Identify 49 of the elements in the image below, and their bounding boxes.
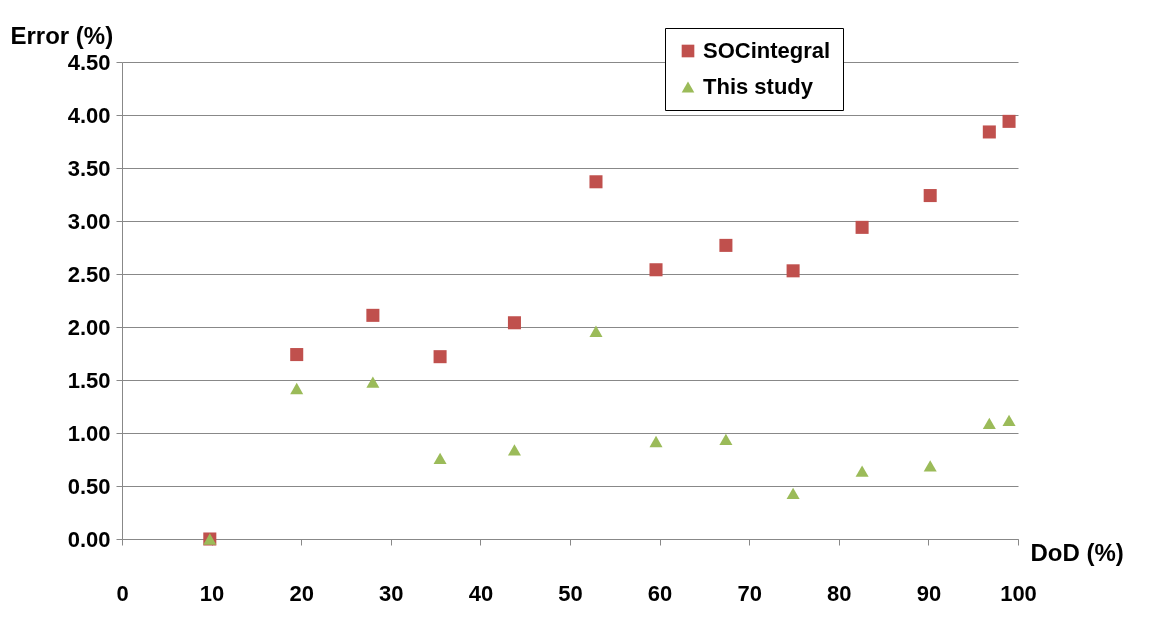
- x-tick-label: 20: [289, 580, 314, 606]
- x-tick-label: 60: [647, 580, 673, 606]
- y-tick-label: 2.50: [67, 261, 111, 287]
- x-tick-label: 30: [379, 580, 404, 606]
- point: [366, 308, 380, 322]
- point: [855, 465, 869, 477]
- point: [649, 263, 663, 277]
- point: [1002, 414, 1016, 426]
- point: [719, 433, 733, 446]
- y-tick-label: 1.00: [67, 420, 111, 446]
- point: [290, 348, 304, 362]
- x-tick-label: 10: [199, 580, 225, 606]
- point: [589, 175, 603, 189]
- y-tick-label: 4.00: [67, 102, 111, 128]
- legend-label: This study: [703, 74, 814, 99]
- point: [923, 189, 937, 203]
- x-tick-label: 80: [827, 580, 852, 606]
- x-tick-label: 90: [916, 580, 942, 606]
- x-axis-title: DoD (%): [1030, 538, 1124, 566]
- point: [786, 487, 800, 500]
- y-axis-title: Error (%): [10, 21, 114, 49]
- y-tick-label: 0.50: [67, 473, 111, 499]
- point: [649, 435, 663, 448]
- point: [786, 264, 800, 278]
- legend-label: SOCintegral: [703, 38, 831, 63]
- point: [719, 238, 733, 252]
- y-tick-label: 0.00: [67, 526, 111, 552]
- point: [507, 444, 521, 456]
- point: [507, 316, 521, 330]
- point: [982, 125, 996, 139]
- point: [589, 325, 603, 337]
- x-tick-label: 70: [737, 580, 762, 606]
- x-tick-label: 100: [1000, 580, 1037, 606]
- y-tick-label: 3.50: [67, 155, 111, 181]
- x-tick-label: 50: [558, 580, 583, 606]
- point: [366, 376, 380, 388]
- point: [1002, 114, 1016, 128]
- x-tick-label: 40: [468, 580, 494, 606]
- point: [982, 417, 996, 430]
- point: [855, 220, 869, 234]
- y-tick-label: 3.00: [67, 208, 111, 234]
- y-tick-label: 1.50: [67, 367, 111, 393]
- point: [923, 460, 937, 472]
- x-tick-label: 0: [116, 580, 129, 606]
- y-tick-label: 2.00: [67, 314, 111, 340]
- point: [433, 350, 447, 364]
- y-tick-label: 4.50: [67, 49, 111, 75]
- point: [290, 382, 304, 395]
- point: [433, 452, 447, 465]
